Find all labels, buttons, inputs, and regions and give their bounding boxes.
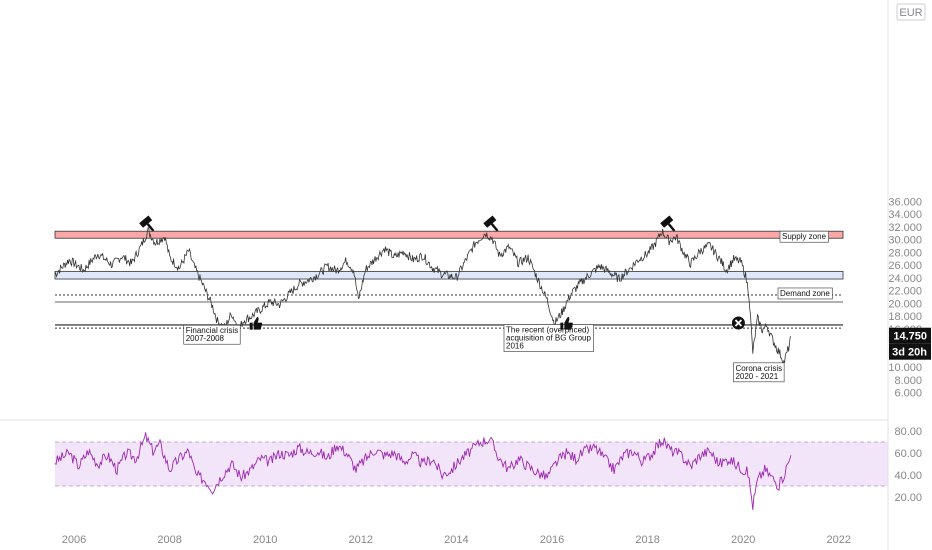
price-tick-label: 34.000 (888, 209, 922, 221)
main-pane: Supply zone Demand zone (54, 226, 844, 365)
demand-zone-label-box (777, 287, 833, 300)
annotation-frame (503, 324, 594, 352)
time-tick-label: 2006 (62, 534, 86, 546)
price-series-line (54, 226, 792, 365)
price-tick-label: 6.000 (894, 388, 922, 400)
close-icon (731, 316, 745, 330)
gavel-icon (660, 215, 676, 232)
price-tick-label: 10.000 (888, 362, 922, 374)
annotation-text: 2020 - 2021 (735, 372, 778, 381)
annotation-text: The recent (overpriced) (506, 326, 589, 335)
thumb-hand (564, 316, 573, 330)
gavel-handle (667, 223, 676, 232)
supply-zone-label-box (779, 230, 829, 243)
gavel-icon (139, 215, 155, 232)
thumb-hand (253, 316, 263, 330)
price-tick-label: 8.000 (894, 375, 922, 387)
annotation-text: 2016 (506, 342, 524, 351)
thumbs-up-icon (249, 316, 263, 330)
annotation-box: The recent (overpriced)acquisition of BG… (503, 324, 594, 352)
gavel-icon (483, 215, 499, 232)
price-tick-label: 32.000 (888, 222, 922, 234)
annotation-frame (183, 324, 241, 345)
annotation-text: acquisition of BG Group (506, 334, 591, 343)
price-tick-label: 36.000 (888, 196, 922, 208)
annotation-text: 2007-2008 (186, 334, 225, 343)
price-tick-label: 30.000 (888, 235, 922, 247)
annotation-text: Corona crisis (735, 364, 782, 373)
time-tick-label: 2010 (253, 534, 277, 546)
time-tick-label: 2018 (635, 534, 659, 546)
rsi-tick-label: 40.00 (894, 470, 922, 482)
time-tick-label: 2012 (349, 534, 373, 546)
annotation-text: Financial crisis (186, 326, 238, 335)
price-tick-label: 28.000 (888, 247, 922, 259)
gavel-head (660, 215, 674, 228)
last-price-badge (889, 327, 931, 344)
annotation-frame (733, 362, 785, 383)
thumbs-up-icon (560, 316, 573, 330)
last-price-label: 14.750 (893, 331, 927, 343)
countdown-label: 3d 20h (892, 347, 927, 359)
close-cross (734, 319, 743, 327)
thumb-cuff (249, 322, 253, 330)
time-tick-label: 2008 (157, 534, 181, 546)
rsi-tick-label: 60.00 (894, 448, 922, 460)
currency-badge (896, 3, 926, 21)
price-tick-label: 20.000 (888, 298, 922, 310)
gavel-head (483, 215, 497, 228)
price-tick-label: 24.000 (888, 273, 922, 285)
rsi-tick-label: 80.00 (894, 426, 922, 438)
time-tick-label: 2016 (540, 534, 564, 546)
rsi-tick-label: 20.00 (894, 492, 922, 504)
price-tick-label: 26.000 (888, 260, 922, 272)
gavel-handle (146, 223, 155, 232)
gavel-handle (490, 223, 499, 232)
supply-zone-label: Supply zone (782, 232, 827, 241)
rsi-pane (54, 432, 888, 510)
time-tick-label: 2014 (444, 534, 468, 546)
rsi-line (54, 432, 792, 510)
thumb-cuff (560, 322, 564, 330)
time-tick-label: 2020 (731, 534, 755, 546)
currency-label: EUR (899, 7, 922, 19)
gavel-head (139, 215, 153, 228)
price-tick-label: 22.000 (888, 286, 922, 298)
price-tick-label: 18.000 (888, 311, 922, 323)
supply-zone (54, 230, 844, 239)
countdown-badge (889, 343, 931, 360)
demand-zone-label: Demand zone (780, 289, 830, 298)
time-tick-label: 2022 (827, 534, 851, 546)
